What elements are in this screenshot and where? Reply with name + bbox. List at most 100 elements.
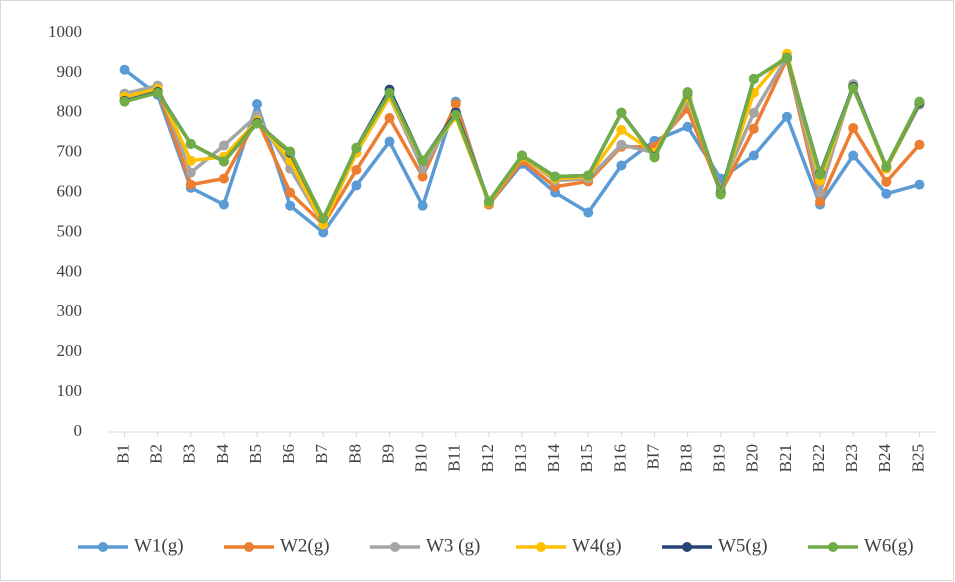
- x-tick-label: B9: [378, 444, 397, 464]
- data-point: [185, 167, 196, 178]
- x-tick-label: B8: [345, 444, 364, 464]
- x-tick-label: B20: [743, 444, 762, 472]
- x-tick-label: B21: [776, 444, 795, 472]
- data-point: [119, 96, 130, 107]
- data-point: [417, 200, 428, 211]
- data-point: [914, 139, 925, 150]
- legend-label: W6(g): [864, 535, 914, 556]
- legend-label: W4(g): [572, 535, 622, 556]
- x-tick-label: B1: [113, 444, 132, 464]
- data-point: [583, 170, 594, 181]
- y-tick-label: 900: [57, 62, 83, 81]
- x-tick-label: B23: [842, 444, 861, 472]
- x-tick-label: B7: [312, 444, 331, 464]
- data-point: [815, 196, 826, 207]
- data-point: [583, 207, 594, 218]
- x-tick-label: B25: [908, 444, 927, 472]
- data-point: [881, 188, 892, 199]
- data-point: [881, 176, 892, 187]
- legend-label: W2(g): [280, 535, 330, 556]
- data-point: [649, 152, 660, 163]
- x-tick-label: B19: [710, 444, 729, 472]
- x-tick-label: B10: [412, 444, 431, 472]
- data-point: [318, 213, 329, 224]
- data-point: [682, 87, 693, 98]
- x-tick-label: BI7: [643, 444, 662, 470]
- data-point: [218, 140, 229, 151]
- data-point: [616, 124, 627, 135]
- x-tick-label: B6: [279, 444, 298, 464]
- data-point: [384, 112, 395, 123]
- x-tick-label: B4: [213, 444, 232, 464]
- data-point: [616, 160, 627, 171]
- legend-marker: [682, 542, 692, 552]
- data-point: [483, 196, 494, 207]
- data-point: [351, 142, 362, 153]
- x-tick-label: B13: [511, 444, 530, 472]
- data-point: [384, 87, 395, 98]
- x-tick-label: B3: [180, 444, 199, 464]
- x-tick-label: B22: [809, 444, 828, 472]
- data-point: [914, 179, 925, 190]
- data-point: [285, 200, 296, 211]
- data-point: [616, 107, 627, 118]
- legend-label: W5(g): [718, 535, 768, 556]
- data-point: [285, 187, 296, 198]
- legend-marker: [98, 542, 108, 552]
- data-point: [119, 64, 130, 75]
- data-point: [351, 164, 362, 175]
- y-tick-label: 500: [57, 221, 83, 240]
- data-point: [715, 189, 726, 200]
- y-tick-label: 1000: [48, 22, 82, 41]
- data-point: [185, 179, 196, 190]
- legend-marker: [536, 542, 546, 552]
- x-tick-label: B2: [147, 444, 166, 464]
- data-point: [318, 227, 329, 238]
- y-tick-label: 100: [57, 381, 83, 400]
- y-tick-label: 800: [57, 102, 83, 121]
- data-point: [285, 146, 296, 157]
- y-tick-label: 200: [57, 341, 83, 360]
- data-point: [815, 187, 826, 198]
- data-point: [848, 122, 859, 133]
- data-point: [550, 171, 561, 182]
- data-point: [616, 139, 627, 150]
- data-point: [781, 111, 792, 122]
- legend-marker: [244, 542, 254, 552]
- data-point: [384, 136, 395, 147]
- data-point: [218, 199, 229, 210]
- data-point: [417, 155, 428, 166]
- data-point: [517, 150, 527, 161]
- data-point: [881, 161, 892, 172]
- data-point: [351, 180, 362, 191]
- data-point: [252, 99, 263, 110]
- data-point: [748, 150, 759, 161]
- legend-marker: [828, 542, 838, 552]
- data-point: [152, 87, 163, 98]
- y-tick-label: 600: [57, 182, 83, 201]
- data-point: [450, 99, 461, 110]
- data-point: [417, 171, 428, 182]
- x-tick-label: B15: [577, 444, 596, 472]
- legend-label: W3 (g): [426, 535, 480, 556]
- x-tick-label: B14: [544, 444, 563, 473]
- data-point: [914, 96, 925, 107]
- data-point: [781, 52, 792, 63]
- data-point: [185, 155, 196, 166]
- x-tick-label: B11: [445, 444, 464, 472]
- legend-marker: [390, 542, 400, 552]
- x-tick-label: B18: [677, 444, 696, 472]
- x-tick-label: B5: [246, 444, 265, 464]
- data-point: [682, 121, 693, 132]
- x-tick-label: B12: [478, 444, 497, 472]
- y-tick-label: 700: [57, 142, 83, 161]
- data-point: [417, 163, 428, 174]
- data-point: [218, 173, 229, 184]
- data-point: [815, 169, 826, 180]
- y-tick-label: 400: [57, 261, 83, 280]
- data-point: [748, 107, 759, 118]
- data-point: [748, 73, 759, 84]
- data-point: [218, 156, 229, 167]
- x-tick-label: B24: [875, 444, 894, 473]
